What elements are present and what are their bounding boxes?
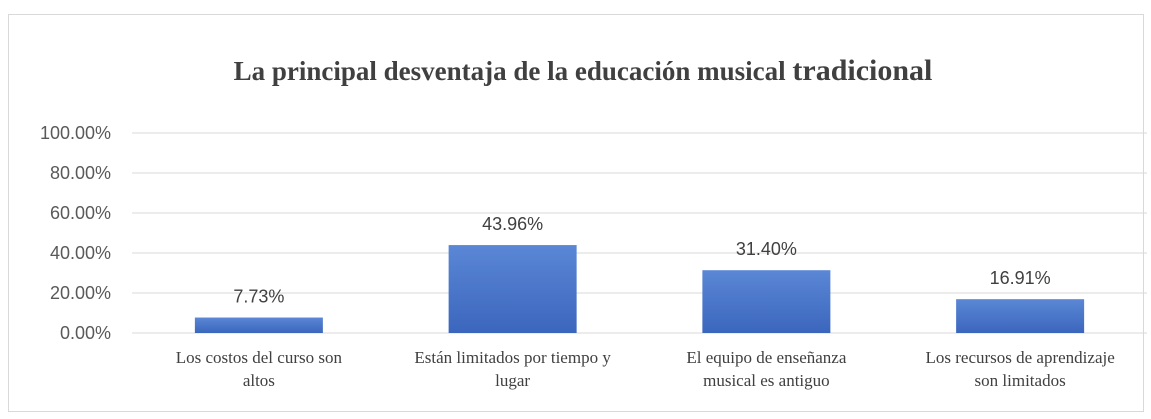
- y-tick-label: 80.00%: [50, 163, 111, 183]
- chart-title: La principal desventaja de la educación …: [234, 54, 933, 87]
- x-axis-categories: Los costos del curso son altos Están limit…: [176, 348, 1115, 390]
- category-label: Los costos del curso son altos: [176, 348, 343, 390]
- y-tick-label: 100.00%: [40, 123, 111, 143]
- bar: [702, 270, 831, 333]
- bar: [194, 317, 323, 333]
- bar: [448, 245, 577, 333]
- y-tick-label: 60.00%: [50, 203, 111, 223]
- y-axis-ticks: 0.00% 20.00% 40.00% 60.00% 80.00% 100.00%: [40, 123, 111, 343]
- y-tick-label: 20.00%: [50, 283, 111, 303]
- bar: [956, 299, 1085, 333]
- data-label: 16.91%: [990, 268, 1051, 288]
- category-label: El equipo de enseñanza musical es antiguo: [686, 348, 846, 390]
- data-label: 31.40%: [736, 239, 797, 259]
- data-label: 7.73%: [233, 287, 284, 307]
- category-label: Están limitados por tiempo y lugar: [414, 348, 611, 390]
- y-tick-label: 0.00%: [60, 323, 111, 343]
- category-label: Los recursos de aprendizaje son limitados: [925, 348, 1114, 390]
- bars: [194, 245, 1085, 333]
- y-tick-label: 40.00%: [50, 243, 111, 263]
- data-label: 43.96%: [482, 214, 543, 234]
- data-labels: 7.73% 43.96% 31.40% 16.91%: [233, 214, 1050, 306]
